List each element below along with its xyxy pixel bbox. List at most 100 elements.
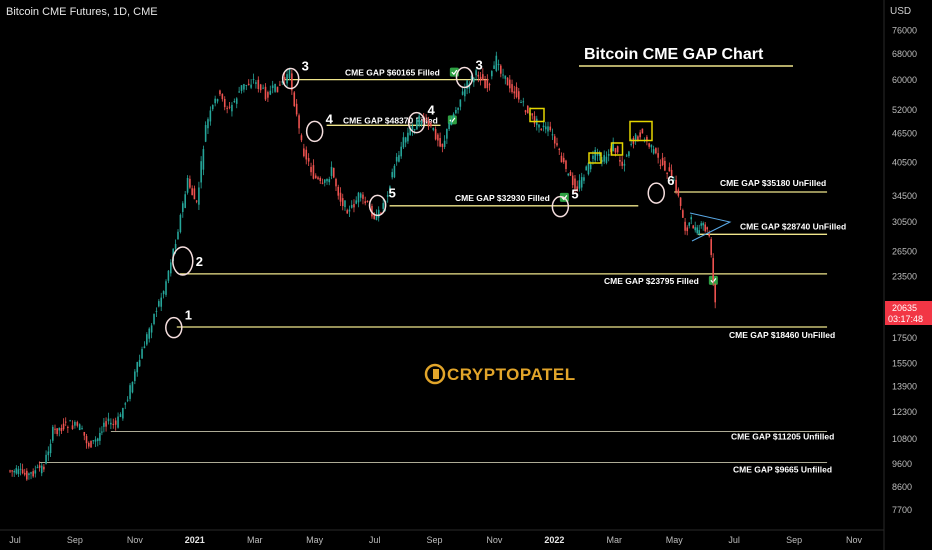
candle-body xyxy=(114,420,117,425)
currency-label: USD xyxy=(890,6,912,17)
candle-body xyxy=(515,86,518,98)
candle-body xyxy=(688,222,691,226)
candle-body xyxy=(105,421,107,427)
candle-body xyxy=(346,210,349,214)
candle-body xyxy=(238,91,240,93)
candle-body xyxy=(184,194,186,208)
candle-body xyxy=(504,75,507,79)
candle-body xyxy=(195,200,198,202)
candle-body xyxy=(652,149,655,154)
candle-body xyxy=(193,188,196,200)
x-tick-label: Jul xyxy=(9,535,21,545)
candle-body xyxy=(452,113,455,118)
x-tick-label: Sep xyxy=(786,535,802,545)
candle-body xyxy=(686,227,689,232)
candle-body xyxy=(508,79,511,89)
candle-body xyxy=(305,149,308,160)
candle-body xyxy=(491,71,493,77)
candle-body xyxy=(276,86,279,93)
candle-body xyxy=(407,132,409,142)
y-tick-label: 23500 xyxy=(892,271,917,281)
candle-body xyxy=(71,425,74,430)
candle-body xyxy=(461,91,464,95)
candle-body xyxy=(373,213,376,219)
candle-body xyxy=(189,178,191,188)
candle-body xyxy=(326,178,328,182)
candle-body xyxy=(558,148,561,150)
candle-body xyxy=(355,200,358,204)
candle-body xyxy=(420,120,423,126)
candle-body xyxy=(500,65,502,74)
y-tick-label: 17500 xyxy=(892,333,917,343)
y-tick-label: 12300 xyxy=(892,407,917,417)
candle-body xyxy=(30,472,32,474)
candle-body xyxy=(321,182,324,184)
candle-body xyxy=(533,116,536,124)
candle-body xyxy=(143,346,146,349)
candle-body xyxy=(303,148,305,157)
candle-body xyxy=(411,126,414,131)
x-tick-label: Sep xyxy=(427,535,443,545)
candle-body xyxy=(341,198,344,207)
candle-body xyxy=(538,124,540,128)
x-tick-label: May xyxy=(306,535,324,545)
candle-body xyxy=(664,160,666,171)
candle-body xyxy=(335,178,337,187)
marker-label: 5 xyxy=(571,187,578,202)
candle-body xyxy=(243,84,245,90)
candle-body xyxy=(637,136,639,141)
candle-body xyxy=(704,224,707,232)
gap-label: CME GAP $23795 Filled xyxy=(604,276,699,286)
candle-body xyxy=(475,70,477,76)
candle-body xyxy=(26,470,28,480)
candle-body xyxy=(607,153,610,156)
candle-body xyxy=(486,78,489,89)
candle-body xyxy=(160,297,163,307)
candle-body xyxy=(219,90,221,95)
candle-body xyxy=(614,148,617,153)
candle-body xyxy=(85,436,88,444)
marker-label: 4 xyxy=(428,103,436,118)
candle-body xyxy=(259,84,262,91)
marker-label: 5 xyxy=(389,185,396,200)
candle-body xyxy=(430,123,432,127)
x-tick-label: Jul xyxy=(369,535,381,545)
y-tick-label: 10800 xyxy=(892,434,917,444)
candle-body xyxy=(668,167,671,172)
candle-body xyxy=(661,157,664,165)
candle-body xyxy=(32,471,34,477)
candle-body xyxy=(78,424,81,431)
candle-body xyxy=(317,177,319,180)
candle-body xyxy=(64,421,67,423)
candle-body xyxy=(353,204,355,208)
candle-body xyxy=(170,262,172,274)
watermark-text: CRYPTOPATEL xyxy=(447,365,576,384)
y-tick-label: 60000 xyxy=(892,75,917,85)
candle-body xyxy=(603,155,605,162)
x-tick-label: 2021 xyxy=(185,535,205,545)
marker-circle xyxy=(305,120,324,143)
candle-body xyxy=(34,470,37,474)
candle-body xyxy=(247,83,250,86)
candle-body xyxy=(540,128,543,130)
candle-body xyxy=(74,421,76,426)
candle-body xyxy=(657,153,659,158)
y-tick-label: 8600 xyxy=(892,482,912,492)
marker-label: 1 xyxy=(185,308,192,323)
candle-body xyxy=(255,82,257,84)
candle-body xyxy=(418,115,420,126)
candle-body xyxy=(122,407,124,419)
candle-body xyxy=(439,138,441,147)
candle-body xyxy=(314,175,317,179)
candle-body xyxy=(295,103,298,115)
candle-body xyxy=(446,129,448,139)
candle-body xyxy=(386,194,389,197)
candle-body xyxy=(484,79,486,89)
candle-body xyxy=(466,80,468,89)
y-tick-label: 46500 xyxy=(892,129,917,139)
logo: CRYPTOPATEL xyxy=(424,363,576,385)
candle-body xyxy=(565,160,567,170)
candle-body xyxy=(714,284,716,303)
candle-body xyxy=(96,438,99,441)
